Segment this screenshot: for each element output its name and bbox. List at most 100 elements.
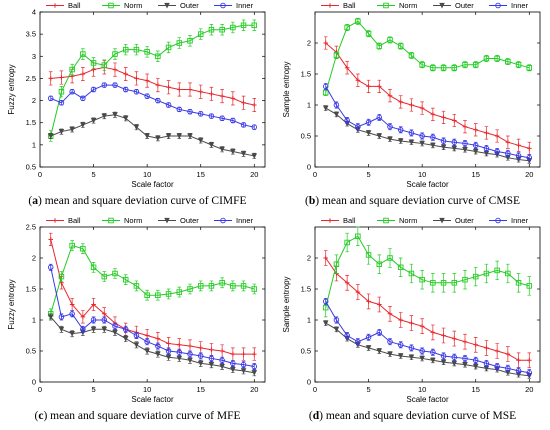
data-point [197,283,204,289]
error-bar [241,280,246,292]
data-point [90,264,97,271]
data-point [166,341,171,346]
data-point [219,146,225,153]
legend-label: Ball [68,1,81,10]
data-point [440,138,447,144]
legend-label: Norm [399,216,417,225]
data-point [219,363,225,370]
data-point [230,96,236,101]
error-bar [145,289,149,301]
chart-svg: 0 5 10 15 20 0 0.5 1 1.5 2 Scale factor Sample entr… [282,0,541,189]
data-point [48,76,54,81]
x-axis-label: Scale factor [406,395,449,404]
error-bar [231,280,235,292]
data-point [472,357,479,364]
y-tick-label: 1 [32,316,36,325]
data-point [47,133,54,139]
error-bar [91,261,96,273]
data-point [408,270,415,277]
caption-text: mean and square deviation curve of CMSE [319,195,520,207]
data-point [505,365,511,372]
data-point [155,351,161,358]
data-point [69,66,75,73]
error-bar [506,263,510,284]
data-point [251,351,257,357]
data-point [176,133,183,139]
data-point [219,280,225,286]
data-point [322,89,329,96]
data-point [344,24,350,31]
data-point [430,349,436,355]
legend-marker [220,217,226,224]
data-point [208,355,215,362]
data-point [505,58,511,65]
data-point [397,264,404,271]
legend: Ball Norm Outer Inner [317,0,538,11]
data-point [144,133,150,139]
legend-background [317,0,538,11]
y-axis-label: Fuzzy entropy [7,279,16,329]
y-tick-label: 1.5 [301,70,311,79]
data-point [462,147,468,153]
error-bar [452,273,457,293]
data-point [376,261,383,267]
data-point [122,276,129,283]
caption: (d) mean and square deviation curve of M… [308,410,517,422]
data-point [80,71,86,77]
data-point [387,255,393,261]
error-bar [220,24,224,36]
data-point [144,93,150,99]
error-bar [345,232,349,253]
caption-text: mean and square deviation curve of CIMFE [41,195,247,207]
x-tick-label: 15 [197,385,205,394]
data-point [365,252,372,258]
data-point [419,276,425,283]
data-point [344,239,350,246]
series-inner [322,297,533,377]
data-point [187,108,193,115]
caption-letter: a [32,195,39,207]
chart-svg: 0 5 10 15 20 0 0.5 1 1.5 2 Scale factor Sample entr… [282,215,541,404]
y-axis-label: Fuzzy entropy [7,64,16,114]
x-tick-label: 0 [313,385,317,394]
y-tick-label: 0.5 [301,132,311,141]
data-point [494,133,500,139]
series-line [325,257,530,361]
legend-background [42,215,263,226]
chart-svg: 0 5 10 15 20 0 0.5 1 1.5 2 2.5 Scale factor Fuzzy en… [7,215,266,404]
data-point [333,102,340,108]
data-point [59,75,64,80]
series-line [325,42,530,149]
legend-background [317,215,538,226]
data-point [112,323,118,329]
data-point [69,126,75,133]
error-bar [463,270,467,290]
data-point [187,357,193,364]
data-point [505,270,511,277]
data-point [133,46,140,53]
series-ball [323,250,532,369]
data-point [122,336,129,342]
data-point [398,99,404,105]
error-bar [441,273,446,293]
data-point [409,320,414,326]
data-point [398,317,404,323]
data-point [419,105,425,111]
data-point [47,95,54,102]
data-point [101,82,108,88]
data-point [176,87,182,92]
data-point [144,348,150,354]
data-point [526,146,532,151]
series-line [325,235,530,308]
y-tick-label: 1 [307,101,311,110]
legend-marker [495,217,501,224]
chart-panel-cimfe: 0 5 10 15 20 0.5 1 1.5 2 2.5 3 3.5 4 Scale factor Fuzz… [0,0,275,215]
x-tick-label: 0 [313,170,317,179]
data-point [58,100,65,106]
plot-area [39,226,266,383]
y-tick-label: 2 [307,254,311,263]
error-bar [431,273,435,293]
data-point [187,286,193,292]
data-point [408,345,415,351]
data-point [419,348,425,354]
